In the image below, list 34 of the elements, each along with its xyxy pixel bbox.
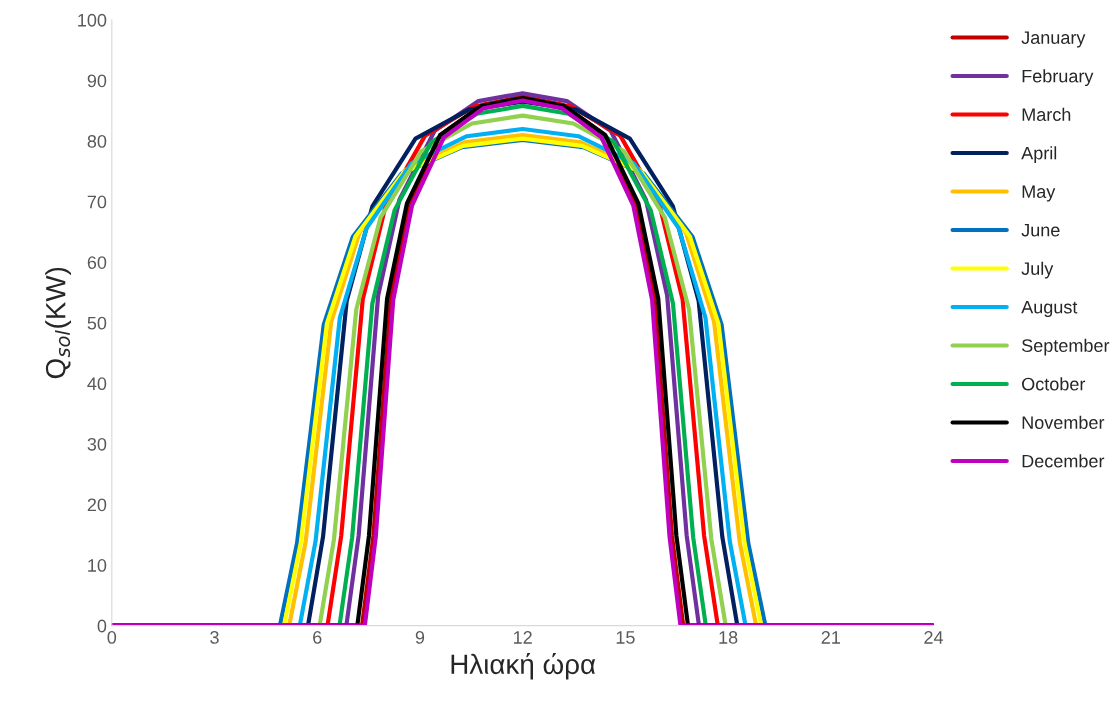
legend-label: June bbox=[1021, 223, 1060, 237]
y-axis-title: Q$_{sol}$(KW) bbox=[45, 267, 72, 379]
x-tick-label: 0 bbox=[107, 631, 117, 644]
x-tick-label: 24 bbox=[924, 631, 944, 644]
legend-label: March bbox=[1022, 107, 1071, 121]
y-tick-label: 100 bbox=[78, 13, 107, 27]
y-tick-label: 90 bbox=[87, 74, 107, 88]
y-tick-label: 20 bbox=[87, 498, 107, 512]
legend-label: February bbox=[1022, 69, 1094, 87]
legend-label: September bbox=[1022, 338, 1110, 356]
legend-label: November bbox=[1022, 415, 1105, 429]
legend-label: October bbox=[1022, 377, 1086, 391]
legend-label: January bbox=[1021, 31, 1086, 48]
legend-label: May bbox=[1022, 185, 1056, 202]
x-tick-label: 15 bbox=[616, 631, 635, 644]
y-tick-label: 50 bbox=[87, 316, 107, 330]
x-tick-label: 9 bbox=[415, 631, 425, 644]
legend-label: August bbox=[1021, 300, 1078, 318]
x-tick-label: 6 bbox=[313, 631, 322, 644]
x-tick-label: 18 bbox=[719, 631, 738, 644]
y-tick-label: 0 bbox=[97, 619, 107, 633]
x-tick-label: 21 bbox=[821, 631, 840, 644]
legend-label: April bbox=[1021, 146, 1057, 164]
legend-label: December bbox=[1022, 454, 1105, 468]
y-tick-label: 30 bbox=[87, 437, 107, 451]
y-tick-label: 60 bbox=[87, 256, 107, 269]
y-tick-label: 80 bbox=[87, 135, 107, 148]
x-tick-label: 3 bbox=[210, 631, 219, 644]
x-tick-label: 12 bbox=[514, 631, 532, 644]
x-axis-title: Ηλιακή ώρα bbox=[451, 652, 596, 680]
y-tick-label: 40 bbox=[87, 377, 107, 391]
legend-label: July bbox=[1021, 261, 1054, 279]
y-tick-label: 70 bbox=[87, 195, 107, 209]
y-tick-label: 10 bbox=[88, 559, 107, 572]
